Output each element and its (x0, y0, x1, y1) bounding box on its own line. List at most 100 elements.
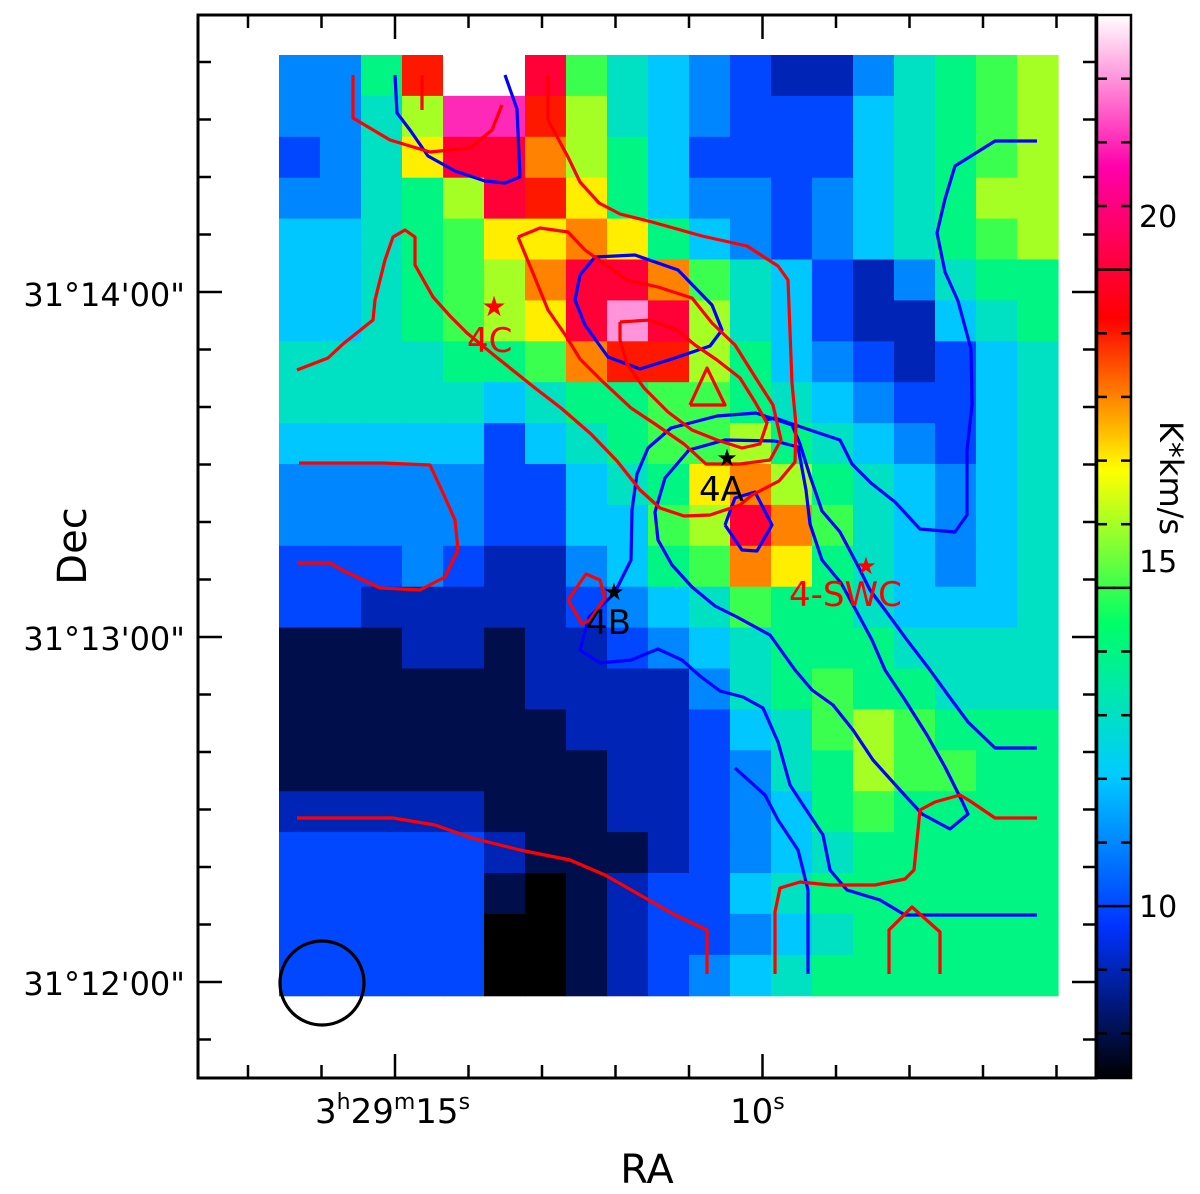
heatmap-cell (607, 504, 649, 547)
heatmap-cell (484, 586, 526, 629)
heatmap-cell (320, 913, 362, 956)
heatmap-cell (566, 218, 608, 261)
heatmap-cell (935, 95, 977, 138)
heatmap-cell (361, 259, 403, 301)
heatmap-cell (525, 423, 567, 465)
heatmap-cell (853, 423, 895, 465)
heatmap-cell (689, 177, 731, 220)
heatmap-cell (1017, 668, 1059, 710)
colorbar-tick-10: 10 (1139, 890, 1177, 925)
heatmap-cell (566, 95, 608, 138)
heatmap-cell (320, 423, 362, 465)
heatmap-cell (1017, 300, 1059, 342)
x-tick-label-0-s-unit: s (459, 1090, 470, 1115)
heatmap-cell (484, 791, 526, 833)
source-4b: ★ 4B (586, 578, 631, 643)
heatmap-cell (853, 259, 895, 301)
heatmap-cell (771, 586, 813, 629)
heatmap-cell (689, 55, 731, 97)
heatmap-cell (484, 423, 526, 465)
heatmap-cell (935, 954, 977, 997)
x-axis-ticks (246, 15, 1058, 1078)
heatmap-cell (484, 709, 526, 751)
heatmap-cell (361, 791, 403, 833)
heatmap-cell (402, 177, 444, 220)
heatmap-cell (525, 259, 567, 301)
source-4swc-marker: ★ (855, 552, 877, 580)
heatmap-cell (812, 300, 854, 342)
heatmap-cell (730, 55, 772, 97)
heatmap-cell (566, 791, 608, 833)
heatmap-cell (361, 136, 403, 179)
heatmap-cell (689, 136, 731, 179)
heatmap-cell (935, 55, 977, 97)
heatmap-cell (525, 586, 567, 629)
heatmap-cell (566, 913, 608, 956)
heatmap-cell (648, 218, 690, 261)
heatmap-cell (976, 300, 1018, 342)
heatmap-cell (894, 586, 936, 629)
heatmap-cell (566, 668, 608, 710)
heatmap-cell (279, 177, 321, 220)
heatmap-cell (279, 464, 321, 506)
red-contour-top-a (351, 75, 504, 154)
heatmap-cell (525, 873, 567, 915)
heatmap-cell (607, 218, 649, 261)
heatmap-cell (730, 832, 772, 874)
red-contour-triangle (688, 366, 727, 407)
heatmap-cell (279, 95, 321, 138)
heatmap-cell (648, 464, 690, 506)
heatmap-cell (1017, 259, 1059, 301)
heatmap-cell (320, 586, 362, 629)
y-axis-ticks (198, 60, 1096, 1041)
heatmap-cell (402, 423, 444, 465)
heatmap-cell (1017, 423, 1059, 465)
heatmap-cell (730, 545, 772, 588)
heatmap-cell (361, 586, 403, 629)
heatmap-cell (443, 95, 485, 138)
heatmap-cell (853, 382, 895, 424)
heatmap-cell (648, 954, 690, 997)
heatmap-cell (1017, 586, 1059, 629)
heatmap-cell (320, 545, 362, 588)
heatmap-cell (1017, 464, 1059, 506)
heatmap-cell (730, 136, 772, 179)
heatmap-cell (812, 709, 854, 751)
heatmap-cell (894, 545, 936, 588)
heatmap-cell (935, 464, 977, 506)
heatmap-cell (689, 627, 731, 670)
heatmap-cell (689, 95, 731, 138)
heatmap-cell (976, 218, 1018, 261)
heatmap-cell (894, 177, 936, 220)
heatmap-cell (361, 709, 403, 751)
heatmap-cell (771, 177, 813, 220)
heatmap-cell (484, 382, 526, 424)
heatmap-cell (320, 750, 362, 792)
blue-contour-core (573, 253, 724, 371)
heatmap-cell (812, 177, 854, 220)
heatmap-cell (607, 750, 649, 792)
heatmap-cell (894, 95, 936, 138)
heatmap-cell (566, 873, 608, 915)
heatmap-cell (1017, 709, 1059, 751)
heatmap-cell (525, 545, 567, 588)
heatmap-cell (689, 832, 731, 874)
heatmap-cell (279, 832, 321, 874)
heatmap-cell (402, 913, 444, 956)
heatmap-cell (402, 873, 444, 915)
heatmap-cell (443, 668, 485, 710)
heatmap-cell (771, 913, 813, 956)
source-4a-marker: ★ (716, 444, 738, 472)
heatmap-cell (730, 627, 772, 670)
heatmap-cell (853, 709, 895, 751)
heatmap-cell (894, 136, 936, 179)
heatmap-cell (648, 136, 690, 179)
heatmap-cell (443, 382, 485, 424)
heatmap-cell (607, 954, 649, 997)
heatmap-cell (853, 55, 895, 97)
colorbar-ticks (1097, 77, 1131, 1035)
heatmap-cell (607, 832, 649, 874)
heatmap-cell (402, 382, 444, 424)
heatmap-cell (1017, 382, 1059, 424)
